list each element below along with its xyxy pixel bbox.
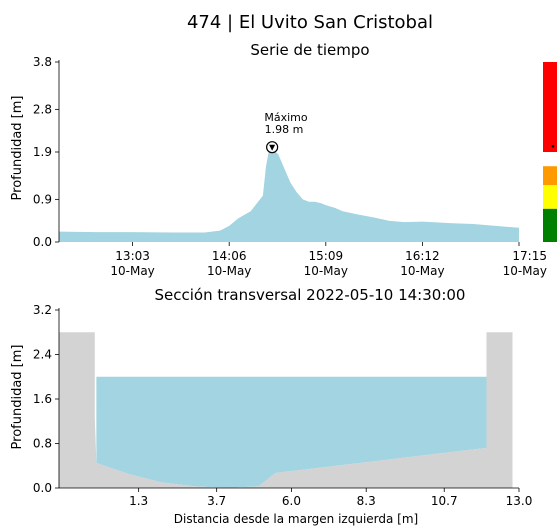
x-tick-date-label: 10-May <box>304 264 348 278</box>
alert-current-marker <box>551 144 555 148</box>
x-tick-date-label: 10-May <box>400 264 444 278</box>
x-tick-time-label: 13:03 <box>115 249 150 263</box>
timeseries-axes: 0.00.91.92.83.813:0310-May14:0610-May15:… <box>33 55 547 278</box>
x-tick-label: 1.3 <box>129 494 148 508</box>
y-tick-label: 3.8 <box>33 55 52 69</box>
y-tick-label: 0.9 <box>33 192 52 206</box>
x-tick-label: 6.0 <box>282 494 301 508</box>
alert-level-yellow <box>543 185 557 209</box>
y-tick-label: 0.8 <box>33 437 52 451</box>
x-tick-time-label: 17:15 <box>512 249 547 263</box>
cross-section-axes: 0.0 0.8 1.6 2.4 3.2 1.3 3.7 6.0 8.3 10.7 13.0 <box>33 303 532 508</box>
x-tick-date-label: 10-May <box>207 264 251 278</box>
max-marker-triangle <box>269 144 276 151</box>
cross-section-title: Sección transversal 2022-05-10 14:30:00 <box>155 286 466 304</box>
alert-level-bar <box>543 62 557 242</box>
alert-level-green <box>543 208 557 242</box>
y-tick-label: 0.0 <box>33 481 52 495</box>
cross-section-ylabel: Profundidad [m] <box>10 345 25 450</box>
cross-section-plot-area <box>59 332 513 488</box>
cross-section-chart: Sección transversal 2022-05-10 14:30:00 … <box>10 286 532 526</box>
y-tick-label: 0.0 <box>33 235 52 249</box>
y-tick-label: 2.8 <box>33 102 52 116</box>
timeseries-ylabel: Profundidad [m] <box>10 96 25 201</box>
x-tick-label: 3.7 <box>207 494 226 508</box>
x-tick-date-label: 10-May <box>503 264 547 278</box>
max-annotation-value: 1.98 m <box>265 123 304 136</box>
timeseries-title: Serie de tiempo <box>250 41 369 59</box>
water-body <box>96 376 487 488</box>
y-tick-label: 3.2 <box>33 303 52 317</box>
y-tick-label: 1.9 <box>33 145 52 159</box>
x-tick-time-label: 14:06 <box>212 249 247 263</box>
max-annotation-label: Máximo <box>264 111 308 124</box>
x-tick-time-label: 15:09 <box>309 249 344 263</box>
depth-series-area <box>59 148 519 242</box>
x-tick-label: 13.0 <box>506 494 533 508</box>
terrain-section <box>59 332 513 488</box>
x-tick-label: 8.3 <box>357 494 376 508</box>
x-tick-time-label: 16:12 <box>405 249 440 263</box>
max-annotation: Máximo 1.98 m <box>264 111 308 154</box>
figure-title: 474 | El Uvito San Cristobal <box>187 12 433 33</box>
x-tick-date-label: 10-May <box>110 264 154 278</box>
y-tick-label: 1.6 <box>33 392 52 406</box>
y-tick-label: 2.4 <box>33 348 52 362</box>
timeseries-chart: Serie de tiempo 0.00.91.92.83.813:0310-M… <box>10 41 557 278</box>
alert-level-orange <box>543 166 557 186</box>
cross-section-xlabel: Distancia desde la margen izquierda [m] <box>174 512 418 526</box>
timeseries-plot-area <box>59 148 519 242</box>
x-tick-label: 10.7 <box>431 494 458 508</box>
alert-level-red <box>543 62 557 152</box>
